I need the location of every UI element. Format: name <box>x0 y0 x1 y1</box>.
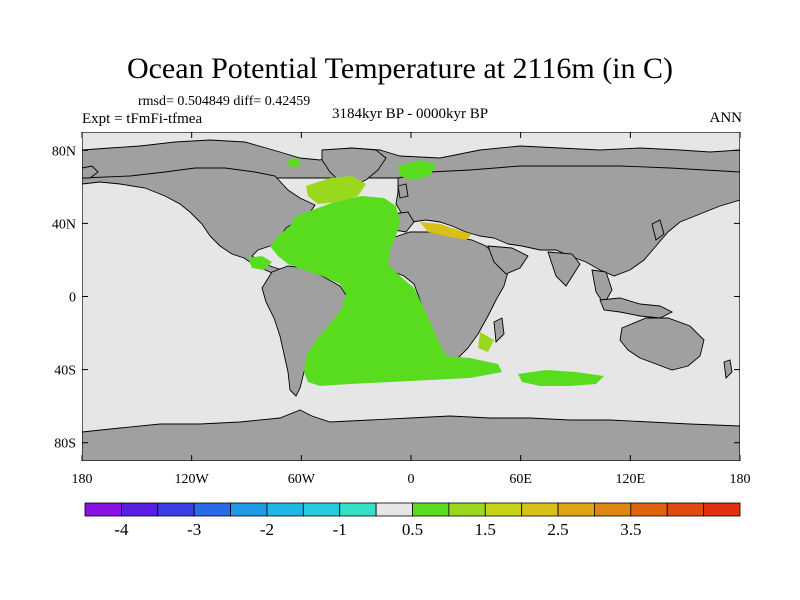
arabia <box>487 245 529 275</box>
colorbar-swatch <box>193 502 231 517</box>
y-tick-label: 40S <box>54 364 76 379</box>
colorbar-swatch <box>594 502 632 517</box>
colorbar-swatch <box>557 502 595 517</box>
colorbar-label: -1 <box>333 520 347 539</box>
colorbar-swatch <box>630 502 668 517</box>
x-tick-label: 120E <box>616 472 646 487</box>
colorbar-label: 3.5 <box>620 520 641 539</box>
colorbar: -4 -3 -2 -1 0.5 1.5 2.5 3.5 <box>84 502 741 539</box>
y-tick-label: 80N <box>52 144 76 159</box>
period-label: 3184kyr BP - 0000kyr BP <box>331 106 489 122</box>
y-tick-label: 40N <box>52 217 76 232</box>
anomaly-layer <box>248 158 604 386</box>
experiment-label: Expt = tFmFi-tfmea <box>82 111 203 127</box>
anomaly-gulf <box>248 256 272 270</box>
colorbar-swatch <box>84 502 122 517</box>
x-tick-label: 60E <box>509 472 532 487</box>
colorbar-label: 1.5 <box>475 520 496 539</box>
chart-title: Ocean Potential Temperature at 2116m (in… <box>126 52 674 85</box>
colorbar-swatch <box>120 502 159 517</box>
colorbar-swatch <box>703 502 741 517</box>
anomaly-mozambique <box>478 332 494 352</box>
y-tick-label: 80S <box>54 437 76 452</box>
north-america <box>82 167 316 279</box>
stats-text: rmsd= 0.504849 diff= 0.42459 <box>138 94 311 109</box>
anomaly-arctic-spot <box>288 158 300 168</box>
map-plot-area <box>82 132 740 461</box>
colorbar-swatch <box>339 502 377 517</box>
japan <box>651 219 665 241</box>
colorbar-label: -3 <box>187 520 201 539</box>
anomaly-atlantic <box>270 196 502 386</box>
colorbar-label: 0.5 <box>402 520 423 539</box>
anomaly-labrador <box>306 176 366 204</box>
antarctica <box>82 409 740 461</box>
australia <box>619 317 705 371</box>
anomaly-indian-south <box>518 370 604 386</box>
x-tick-label: 0 <box>408 472 415 487</box>
madagascar <box>493 317 505 343</box>
season-label: ANN <box>709 110 743 126</box>
africa <box>385 231 509 365</box>
colorbar-swatch <box>375 502 413 517</box>
colorbar-label: 2.5 <box>547 520 568 539</box>
anomaly-mediterranean <box>420 222 472 240</box>
colorbar-swatch <box>521 502 559 517</box>
colorbar-swatch <box>266 502 304 517</box>
colorbar-swatch <box>302 502 341 517</box>
colorbar-swatch <box>157 502 195 517</box>
british-isles <box>397 183 409 199</box>
southeast-asia <box>591 269 613 305</box>
x-tick-label: 180 <box>730 472 751 487</box>
eurasia <box>395 165 740 277</box>
new-zealand <box>723 359 733 379</box>
x-axis: 180 120W 60W 0 60E 120E 180 <box>72 132 751 487</box>
colorbar-swatch <box>230 502 268 517</box>
anomaly-nordic <box>398 160 436 180</box>
colorbar-swatch <box>412 502 450 517</box>
land-layer <box>82 139 740 461</box>
indonesia <box>599 297 674 319</box>
alaska-tip <box>82 165 99 179</box>
greenland <box>321 147 387 187</box>
india <box>547 251 581 287</box>
x-tick-label: 120W <box>175 472 210 487</box>
y-axis: 80N 40N 0 40S 80S <box>52 144 740 452</box>
colorbar-label: -4 <box>114 520 129 539</box>
colorbar-swatch <box>448 502 486 517</box>
colorbar-swatch <box>484 502 523 517</box>
x-tick-label: 180 <box>72 472 93 487</box>
x-tick-label: 60W <box>288 472 316 487</box>
colorbar-label: -2 <box>260 520 274 539</box>
y-tick-label: 0 <box>69 291 76 306</box>
colorbar-swatch <box>666 502 705 517</box>
